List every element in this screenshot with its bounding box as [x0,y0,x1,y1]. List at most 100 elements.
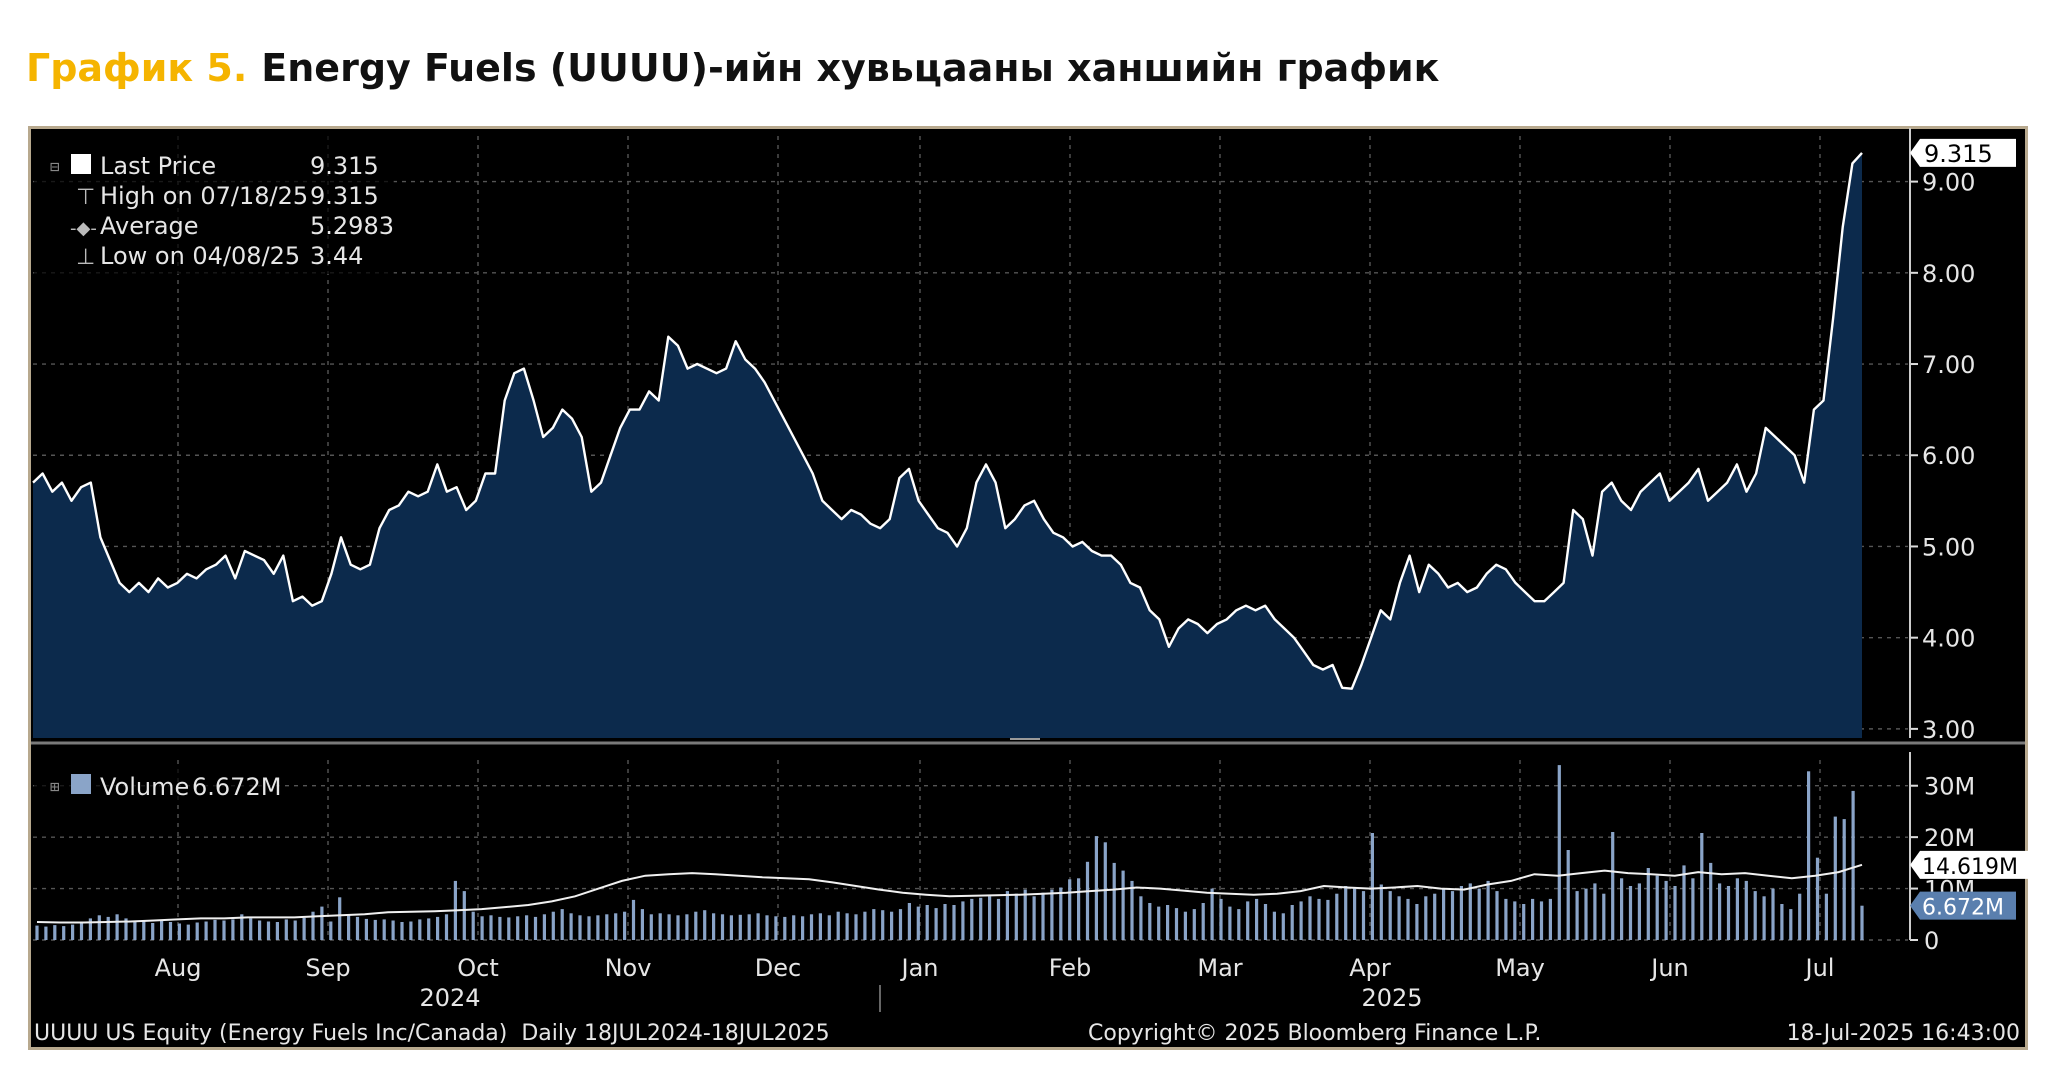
volume-bar [1726,886,1731,940]
volume-bar [266,921,271,940]
last-price-tag-label: 9.315 [1924,140,1993,168]
volume-bar [1157,906,1161,940]
volume-bar [1673,886,1677,940]
volume-bar [338,897,342,940]
volume-last-tag-label: 6.672M [1922,896,2004,921]
volume-bar [676,915,680,940]
volume-bar [1290,905,1294,940]
volume-bar [1326,899,1330,940]
volume-bar [1762,896,1766,940]
volume-bar [71,924,75,940]
volume-bar [391,920,395,940]
volume-bar [1272,911,1276,940]
volume-bar [53,925,57,940]
legend-collapse-icon[interactable]: ⊟ [50,157,60,176]
volume-bar [444,914,449,940]
volume-legend-collapse-icon[interactable]: ⊞ [50,777,60,796]
volume-bar [1174,908,1179,940]
volume-bar [489,915,493,940]
volume-bar [44,926,48,940]
volume-bar [382,919,386,940]
volume-bar [872,909,876,940]
volume-bar [560,909,564,940]
volume-bar [1139,896,1143,940]
volume-bar [347,914,351,940]
volume-bar [783,916,787,940]
legend-avg-value: 5.2983 [310,212,394,240]
volume-bar [809,914,814,940]
volume-tick-label: 30M [1924,773,1975,801]
volume-bar [124,918,128,940]
volume-bar [204,921,208,940]
volume-bar [640,909,644,940]
volume-bar [1201,903,1205,940]
volume-bar [1495,891,1499,940]
volume-bar [836,911,840,940]
high-marker-icon: ⊤ [76,185,95,210]
year-label: 2025 [1361,984,1422,1012]
volume-bar [1281,913,1285,940]
volume-bar [1130,880,1134,940]
volume-bar [1183,911,1187,940]
volume-bar [1059,887,1063,940]
volume-bar [88,918,92,940]
volume-bar [311,911,315,940]
volume-bar [418,919,422,940]
volume-bar [400,922,404,940]
volume-bar [516,916,520,940]
volume-bar [1815,857,1820,940]
figure-number: График 5. [26,46,248,90]
volume-bar [1682,865,1686,940]
volume-bar [1353,888,1357,940]
volume-average-line [36,863,1863,924]
last-price-tag [1910,138,2016,167]
volume-bar [1344,886,1348,940]
volume-bar [62,926,66,940]
volume-bar [1219,898,1223,940]
volume-bar [1361,891,1366,940]
volume-bar [284,919,288,940]
volume-bar [1735,878,1739,940]
volume-bar [1041,892,1045,940]
volume-bar [240,914,244,940]
volume-bar [355,916,360,940]
volume-bar [525,915,529,940]
volume-bar [694,911,698,940]
volume-bar [1103,842,1107,940]
volume-bar [1255,898,1259,940]
volume-average-tag-label: 14.619M [1922,855,2018,880]
volume-bar [177,923,181,940]
volume-bar [1094,836,1098,940]
volume-bar [1780,904,1784,940]
volume-bar [827,915,831,940]
volume-bar [703,910,707,940]
volume-bar [160,920,164,940]
volume-bar [1646,868,1650,940]
volume-bar [801,916,805,940]
volume-bar [1824,893,1828,940]
volume-bar [587,916,591,940]
volume-bar [1068,879,1072,940]
volume-bar [293,920,297,940]
volume-bar [427,918,431,940]
volume-bar [738,914,742,940]
volume-bar [1085,861,1090,940]
volume-bar [623,911,627,940]
volume-bar [1522,904,1526,940]
volume-bar [1433,893,1437,940]
x-tick-label: Nov [605,954,652,982]
volume-bar [925,905,929,940]
volume-bar [258,920,262,940]
price-line [32,152,1863,690]
volume-bar [1593,883,1597,940]
volume-bar [1753,891,1757,940]
volume-bar [1655,875,1659,940]
volume-bar [409,921,413,940]
volume-bar [1539,901,1544,940]
volume-bar [186,924,190,940]
volume-bar [1513,901,1517,940]
volume-bar [364,918,368,940]
x-tick-label: Jul [1804,954,1835,982]
volume-bar [1379,884,1383,940]
